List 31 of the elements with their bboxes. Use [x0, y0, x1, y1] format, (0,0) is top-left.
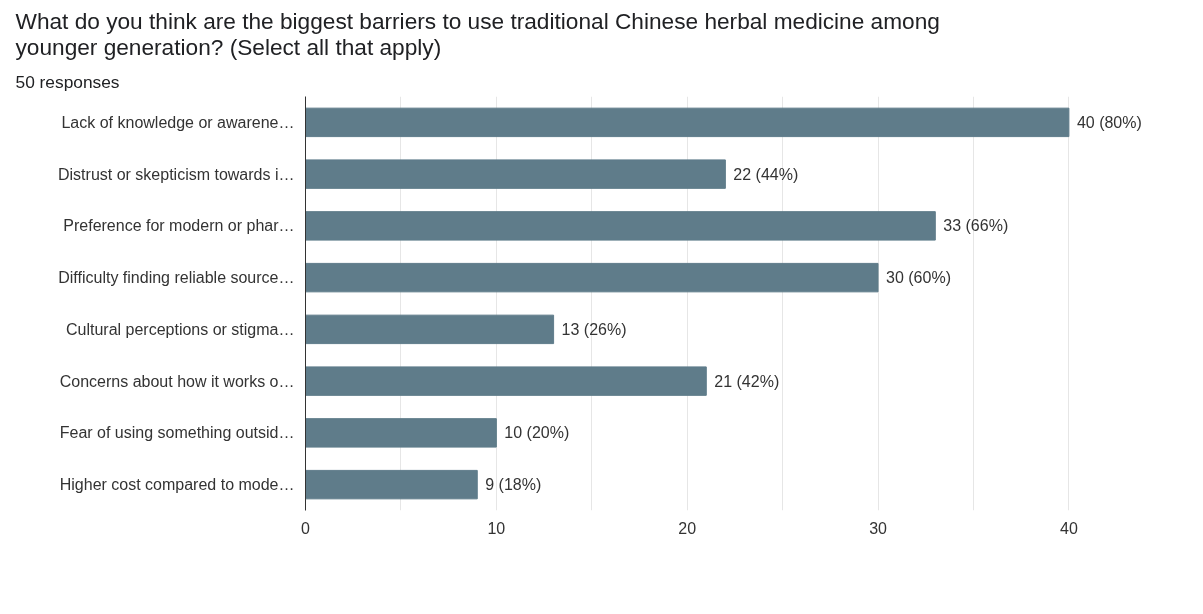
x-tick-label: 30 [869, 519, 888, 537]
data-label: 40 (80%) [1076, 113, 1142, 131]
y-tick-label: Distrust or skepticism towards i… [58, 165, 295, 183]
data-label: 22 (44%) [733, 165, 799, 183]
x-tick-label: 20 [678, 519, 697, 537]
x-tick-label: 10 [487, 519, 506, 537]
y-tick-label: Difficulty finding reliable source… [58, 269, 295, 287]
y-tick-label: Higher cost compared to mode… [59, 476, 295, 494]
y-tick-label: Preference for modern or phar… [63, 217, 295, 235]
y-tick-label: Fear of using something outsid… [59, 424, 295, 442]
data-label: 30 (60%) [886, 269, 951, 287]
bar [305, 418, 497, 448]
bar [305, 469, 478, 500]
bar [305, 211, 936, 241]
data-label: 33 (66%) [943, 217, 1009, 235]
data-label: 10 (20%) [504, 424, 570, 442]
data-label: 21 (42%) [714, 372, 780, 390]
bar [305, 107, 1070, 138]
data-label: 9 (18%) [485, 476, 542, 494]
bar [305, 262, 879, 293]
bar [305, 366, 707, 396]
x-tick-label: 40 [1059, 519, 1078, 537]
y-tick-label: Concerns about how it works o… [59, 372, 295, 390]
y-tick-label: Cultural perceptions or stigma… [65, 320, 295, 338]
bar [305, 159, 726, 189]
data-label: 13 (26%) [561, 320, 627, 338]
y-tick-label: Lack of knowledge or awarene… [61, 113, 295, 131]
bar [305, 314, 555, 345]
chart-title: What do you think are the biggest barriers to use traditional Chinese herbal medicine among younger generation? (Select all that apply) [15, 7, 940, 60]
x-tick-label: 0 [301, 519, 311, 537]
text: 50 responses [15, 71, 120, 92]
